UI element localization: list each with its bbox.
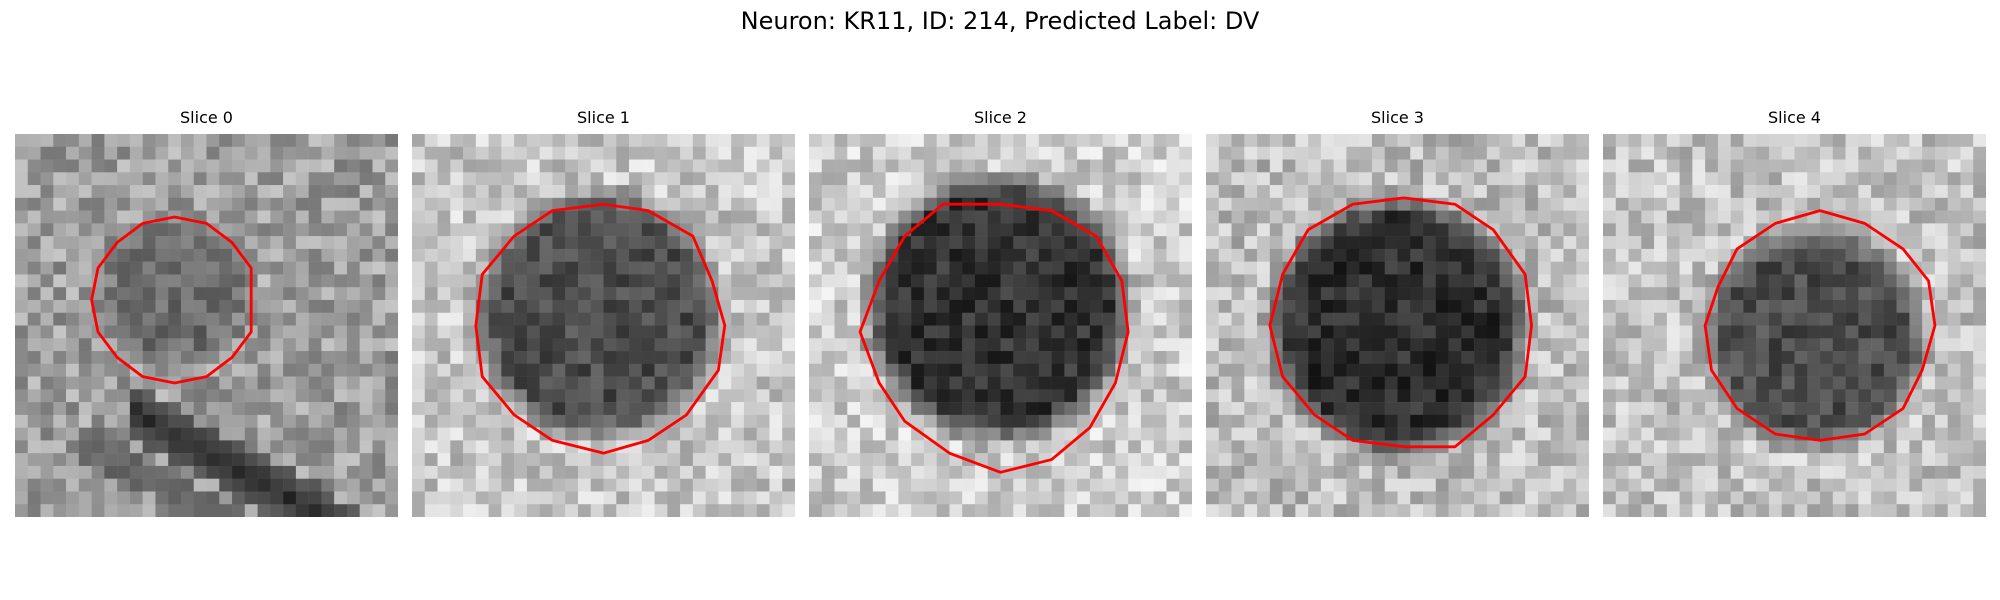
slice-title-4: Slice 4 bbox=[1768, 108, 1821, 127]
figure-title: Neuron: KR11, ID: 214, Predicted Label: … bbox=[740, 7, 1260, 35]
slice-title-0: Slice 0 bbox=[180, 108, 233, 127]
slice-image-4 bbox=[1603, 134, 1986, 517]
slice-panel-3: Slice 3 bbox=[1206, 108, 1589, 517]
slice-image-3 bbox=[1206, 134, 1589, 517]
slice-panel-1: Slice 1 bbox=[412, 108, 795, 517]
slice-panel-4: Slice 4 bbox=[1603, 108, 1986, 517]
slice-panel-2: Slice 2 bbox=[809, 108, 1192, 517]
slice-panel-0: Slice 0 bbox=[15, 108, 398, 517]
slice-image-0 bbox=[15, 134, 398, 517]
slice-title-2: Slice 2 bbox=[974, 108, 1027, 127]
slice-title-1: Slice 1 bbox=[577, 108, 630, 127]
slice-image-2 bbox=[809, 134, 1192, 517]
slice-title-3: Slice 3 bbox=[1371, 108, 1424, 127]
slice-image-1 bbox=[412, 134, 795, 517]
